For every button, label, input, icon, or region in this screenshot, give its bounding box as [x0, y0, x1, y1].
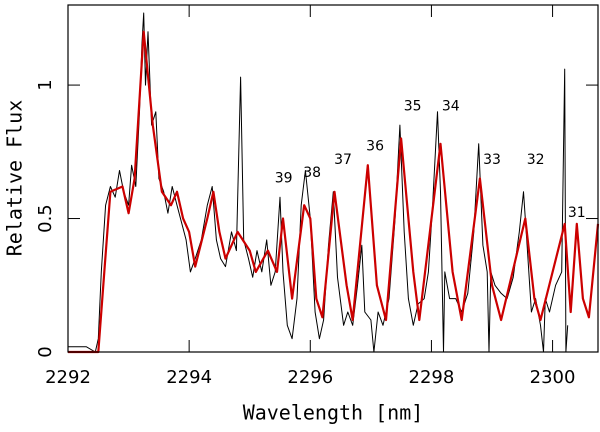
x-tick-label: 2294 — [166, 367, 212, 388]
spectrum-line — [68, 12, 569, 353]
band-label: 36 — [366, 138, 384, 154]
band-label: 31 — [568, 205, 586, 221]
y-tick-label: 1 — [35, 79, 56, 90]
spectrum-line — [68, 30, 600, 354]
x-axis-label: Wavelength [nm] — [243, 401, 424, 425]
band-label: 35 — [404, 98, 422, 114]
x-tick-label: 2296 — [287, 367, 333, 388]
band-label: 37 — [334, 152, 352, 168]
band-label: 32 — [527, 152, 545, 168]
band-label: 34 — [442, 98, 460, 114]
x-tick-label: 2298 — [409, 367, 455, 388]
band-label: 38 — [303, 165, 321, 181]
y-tick-label: 0 — [35, 346, 56, 357]
y-axis-label: Relative Flux — [3, 100, 27, 257]
y-tick-label: 0.5 — [35, 204, 56, 233]
band-label: 39 — [275, 171, 293, 187]
x-tick-label: 2292 — [45, 367, 91, 388]
x-tick-label: 2300 — [530, 367, 576, 388]
plot-frame — [67, 4, 599, 353]
band-label: 33 — [483, 152, 501, 168]
